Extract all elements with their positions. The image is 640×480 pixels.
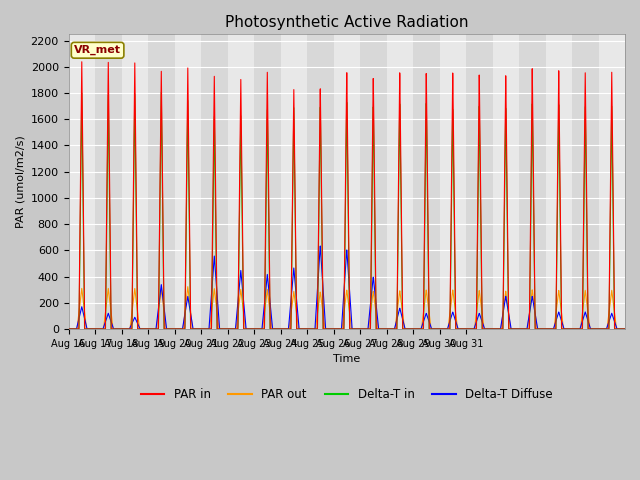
PAR in — [423, 109, 431, 115]
PAR out — [621, 326, 629, 332]
PAR out — [303, 326, 310, 332]
PAR in — [124, 326, 132, 332]
Delta-T Diffuse — [566, 326, 574, 332]
Delta-T Diffuse — [423, 312, 431, 318]
Line: PAR in: PAR in — [68, 62, 625, 329]
Bar — [545, 34, 572, 329]
Legend: PAR in, PAR out, Delta-T in, Delta-T Diffuse: PAR in, PAR out, Delta-T in, Delta-T Dif… — [136, 384, 557, 406]
Title: Photosynthetic Active Radiation: Photosynthetic Active Radiation — [225, 15, 468, 30]
Bar — [148, 34, 175, 329]
Bar — [68, 34, 95, 329]
Bar — [413, 34, 440, 329]
Line: Delta-T in: Delta-T in — [68, 92, 625, 329]
Delta-T in — [303, 326, 310, 332]
Delta-T in — [621, 326, 629, 332]
PAR out — [281, 326, 289, 332]
Delta-T in — [423, 136, 431, 142]
Bar — [387, 34, 413, 329]
Delta-T Diffuse — [124, 326, 132, 332]
Bar — [360, 34, 387, 329]
Delta-T Diffuse — [281, 326, 289, 332]
PAR in — [493, 326, 501, 332]
Delta-T Diffuse — [303, 326, 310, 332]
PAR in — [281, 326, 289, 332]
PAR in — [78, 59, 86, 65]
PAR in — [65, 326, 72, 332]
Line: Delta-T Diffuse: Delta-T Diffuse — [68, 246, 625, 329]
Bar — [598, 34, 625, 329]
Bar — [254, 34, 280, 329]
Delta-T in — [65, 326, 72, 332]
Y-axis label: PAR (umol/m2/s): PAR (umol/m2/s) — [15, 135, 25, 228]
Delta-T in — [124, 326, 132, 332]
Delta-T Diffuse — [317, 243, 324, 249]
Bar — [227, 34, 254, 329]
Bar — [493, 34, 519, 329]
Bar — [201, 34, 227, 329]
Delta-T in — [157, 89, 165, 95]
Delta-T Diffuse — [65, 326, 72, 332]
Bar — [333, 34, 360, 329]
Text: VR_met: VR_met — [74, 45, 121, 55]
Delta-T Diffuse — [621, 326, 629, 332]
PAR out — [124, 326, 132, 332]
Delta-T Diffuse — [493, 326, 501, 332]
Bar — [466, 34, 493, 329]
Bar — [572, 34, 598, 329]
Delta-T in — [493, 326, 501, 332]
X-axis label: Time: Time — [333, 354, 360, 364]
PAR out — [493, 326, 501, 332]
PAR in — [621, 326, 629, 332]
Bar — [307, 34, 333, 329]
PAR in — [303, 326, 310, 332]
Bar — [95, 34, 122, 329]
Bar — [175, 34, 201, 329]
PAR out — [184, 284, 191, 289]
Bar — [280, 34, 307, 329]
Bar — [440, 34, 466, 329]
Delta-T in — [281, 326, 289, 332]
PAR out — [423, 291, 431, 297]
Bar — [519, 34, 545, 329]
PAR out — [566, 326, 574, 332]
PAR in — [566, 326, 574, 332]
Line: PAR out: PAR out — [68, 287, 625, 329]
Delta-T in — [566, 326, 574, 332]
PAR out — [65, 326, 72, 332]
Bar — [122, 34, 148, 329]
